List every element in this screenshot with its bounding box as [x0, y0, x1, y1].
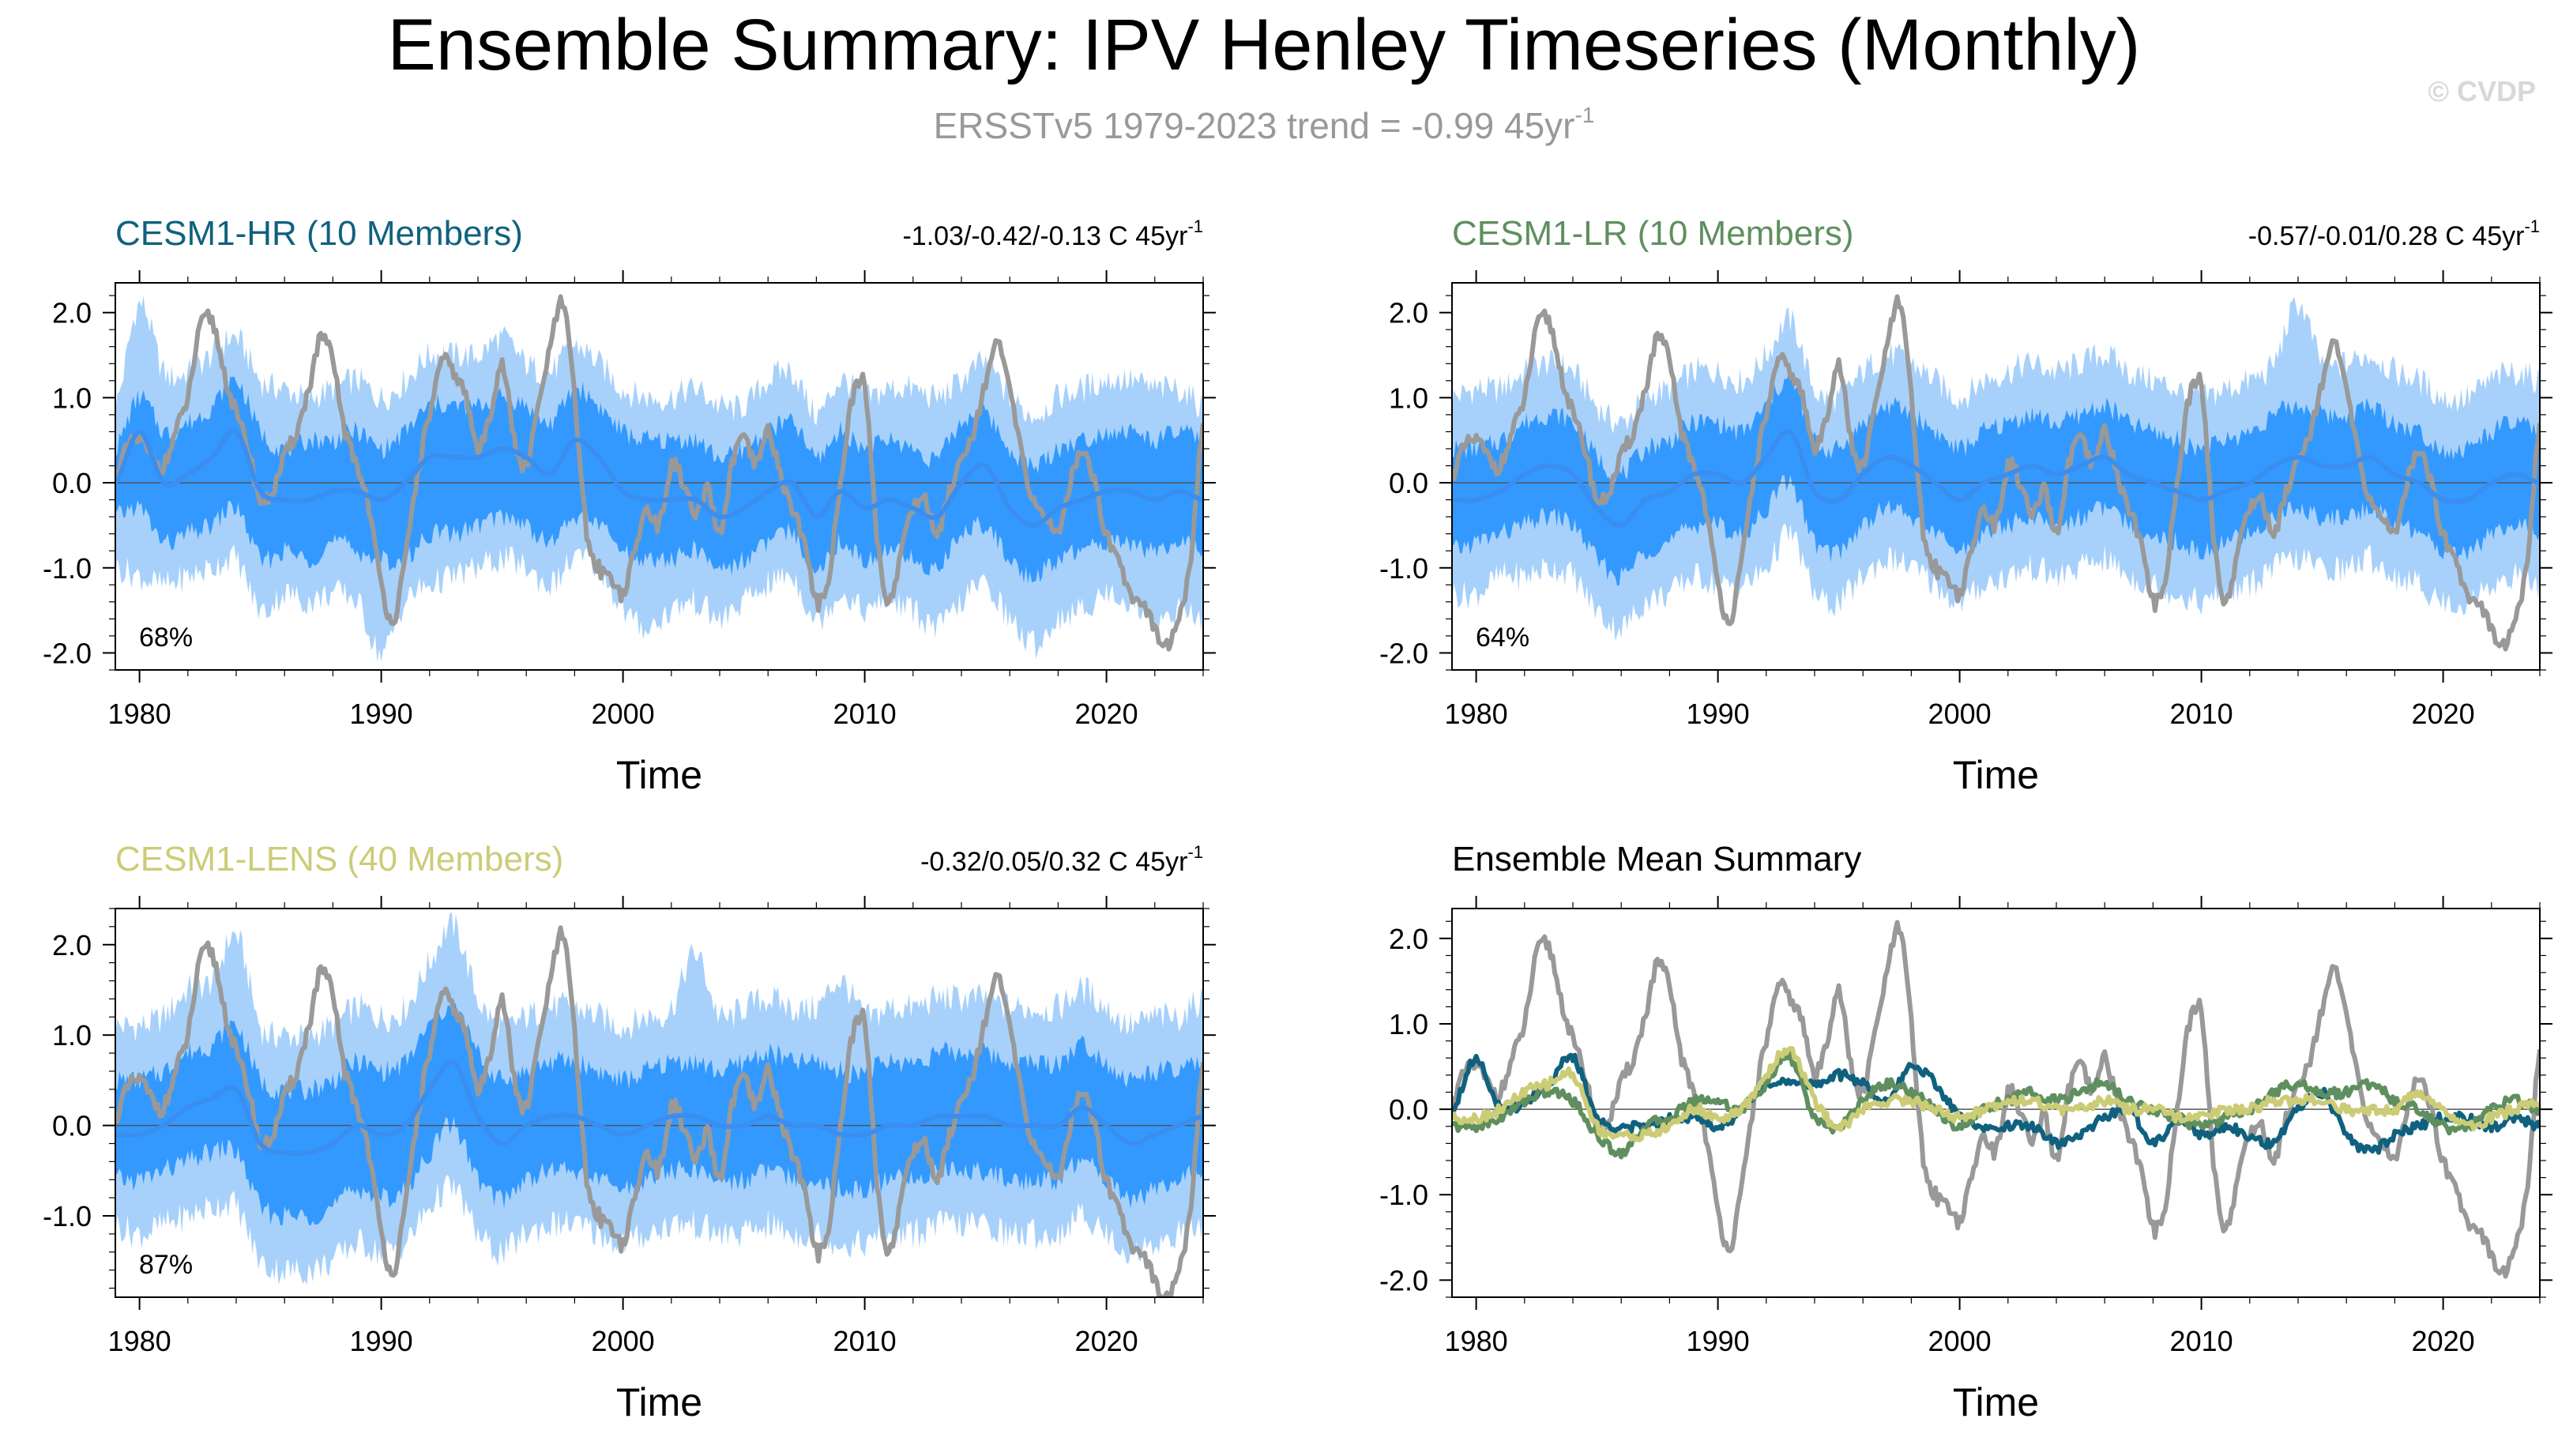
hr-plot-area: [115, 294, 1203, 663]
lens-observations-line: [115, 925, 1203, 1297]
lens-xtick-label: 2010: [833, 1325, 897, 1357]
lens-ensemble-mean-line: [115, 1059, 1203, 1157]
lr-panel-title: CESM1-LR (10 Members): [1452, 214, 1854, 253]
hr-observations-line: [115, 294, 1203, 652]
summary-observations-line: [1452, 920, 2540, 1279]
panel-cesm1-lr: CESM1-LR (10 Members) -0.57/-0.01/0.28 C …: [1379, 214, 2552, 797]
summary-ytick-label: 0.0: [1389, 1093, 1428, 1126]
hr-panel-title: CESM1-HR (10 Members): [115, 214, 523, 253]
lr-trend-label: -0.57/-0.01/0.28 C 45yr-1: [2248, 216, 2540, 251]
lr-xlabel: Time: [1953, 753, 2039, 797]
lens-xtick-label: 2000: [592, 1325, 655, 1357]
hr-plot-frame: [115, 282, 1204, 671]
lr-ytick-label: 1.0: [1389, 382, 1428, 414]
cesm1-hr-mean-line: [1452, 1052, 2540, 1155]
summary-plot-area: [1452, 920, 2540, 1279]
hr-percent-label: 68%: [139, 623, 193, 653]
lens-trend-label: -0.32/0.05/0.32 C 45yr-1: [920, 842, 1203, 877]
summary-xlabel: Time: [1953, 1380, 2039, 1424]
lens-ytick-label: 2.0: [52, 929, 92, 961]
summary-xtick-label: 1990: [1687, 1325, 1750, 1357]
lr-xtick-label: 2020: [2412, 698, 2475, 730]
lens-plot-frame: [115, 908, 1204, 1298]
lens-xtick-label: 1990: [350, 1325, 413, 1357]
lens-ytick-label: 1.0: [52, 1019, 92, 1052]
lr-ytick-label: -1.0: [1379, 552, 1428, 585]
lens-xtick-label: 2020: [1075, 1325, 1138, 1357]
hr-trend-superscript: -1: [1187, 216, 1203, 236]
hr-xtick-label: 2000: [592, 698, 655, 730]
hr-ytick-label: -1.0: [43, 552, 92, 585]
subtitle-superscript: -1: [1574, 103, 1594, 127]
lr-xtick-label: 2010: [2170, 698, 2233, 730]
hr-xtick-label: 1990: [350, 698, 413, 730]
hr-ytick-label: 0.0: [52, 467, 92, 499]
lr-plot-area: [1452, 294, 2540, 652]
hr-ytick-label: -2.0: [43, 637, 92, 669]
cesm1-lens-mean-line: [1452, 1046, 2540, 1143]
lr-observations-line: [1452, 294, 2540, 652]
panel-cesm1-hr: CESM1-HR (10 Members) -1.03/-0.42/-0.13 C…: [43, 214, 1216, 797]
hr-xtick-label: 1980: [108, 698, 171, 730]
summary-ytick-label: -1.0: [1379, 1179, 1428, 1211]
figure-title: Ensemble Summary: IPV Henley Timeseries …: [388, 5, 2141, 85]
hr-ensemble-mean-line: [115, 428, 1203, 528]
lr-xtick-label: 2000: [1928, 698, 1992, 730]
hr-trend-text: -1.03/-0.42/-0.13 C 45yr: [902, 221, 1187, 251]
lr-ensemble-mean-line: [1452, 428, 2540, 529]
panel-ensemble-mean-summary: Ensemble Mean Summary -2.0 -1.0 0.0 1.0 2.0 19…: [1379, 840, 2552, 1424]
hr-trend-label: -1.03/-0.42/-0.13 C 45yr-1: [902, 216, 1203, 251]
lens-xtick-label: 1980: [108, 1325, 171, 1357]
lens-ytick-label: 0.0: [52, 1110, 92, 1142]
panel-cesm1-lens: CESM1-LENS (40 Members) -0.32/0.05/0.32 C…: [43, 840, 1216, 1424]
lr-plot-frame: [1451, 282, 2541, 671]
lr-ytick-label: 0.0: [1389, 467, 1428, 499]
hr-ytick-label: 1.0: [52, 382, 92, 414]
summary-xtick-label: 2020: [2412, 1325, 2475, 1357]
watermark: © CVDP: [2428, 75, 2536, 107]
lens-trend-text: -0.32/0.05/0.32 C 45yr: [920, 847, 1187, 877]
lens-panel-title: CESM1-LENS (40 Members): [115, 840, 563, 878]
summary-ytick-label: 1.0: [1389, 1008, 1428, 1040]
lr-ytick-label: -2.0: [1379, 637, 1428, 669]
lens-xlabel: Time: [616, 1380, 702, 1424]
figure-subtitle: ERSSTv5 1979-2023 trend = -0.99 45yr-1: [934, 103, 1595, 146]
lens-spread-inner-band: [115, 1002, 1203, 1226]
summary-xtick-label: 1980: [1445, 1325, 1508, 1357]
lens-plot-area: [115, 912, 1203, 1297]
lr-percent-label: 64%: [1476, 623, 1529, 653]
lens-percent-label: 87%: [139, 1250, 193, 1280]
lens-ytick-label: -1.0: [43, 1200, 92, 1232]
hr-xtick-label: 2010: [833, 698, 897, 730]
summary-panel-title: Ensemble Mean Summary: [1452, 840, 1861, 878]
lr-xtick-label: 1980: [1445, 698, 1508, 730]
summary-ytick-label: 2.0: [1389, 923, 1428, 955]
lr-ytick-label: 2.0: [1389, 297, 1428, 329]
summary-xtick-label: 2000: [1928, 1325, 1992, 1357]
summary-ytick-label: -2.0: [1379, 1264, 1428, 1296]
summary-xtick-label: 2010: [2170, 1325, 2233, 1357]
lens-trend-superscript: -1: [1187, 842, 1203, 862]
subtitle-text: ERSSTv5 1979-2023 trend = -0.99 45yr: [934, 105, 1575, 146]
hr-xtick-label: 2020: [1075, 698, 1138, 730]
lr-trend-superscript: -1: [2524, 216, 2540, 236]
lr-trend-text: -0.57/-0.01/0.28 C 45yr: [2248, 221, 2525, 251]
summary-plot-frame: [1451, 908, 2541, 1298]
lr-xtick-label: 1990: [1687, 698, 1750, 730]
hr-ytick-label: 2.0: [52, 297, 92, 329]
hr-xlabel: Time: [616, 753, 702, 797]
